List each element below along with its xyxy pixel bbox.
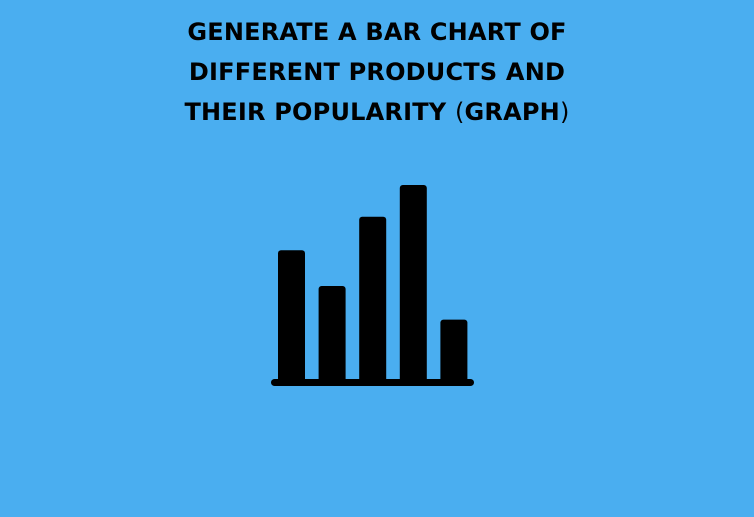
title-paren-word: GRAPH [464,98,560,126]
bar-chart-icon-bars [278,185,468,383]
bar-chart-icon-bar-1 [278,250,305,383]
page-title: GENERATE A BAR CHART OF DIFFERENT PRODUC… [0,12,754,132]
bar-chart-icon-bar-3 [359,216,387,383]
title-paren-close: ) [559,98,570,126]
bar-chart-icon-baseline [271,379,474,386]
bar-chart-icon [271,185,474,386]
bar-chart-icon-bar-2 [318,286,346,383]
title-line-2: DIFFERENT PRODUCTS AND [188,58,566,86]
title-paren-open: ( [454,98,465,126]
bar-chart-icon-bar-5 [440,319,468,383]
title-line-1: GENERATE A BAR CHART OF [187,18,567,46]
title-line-3: THEIR POPULARITY (GRAPH) [0,92,754,132]
bar-chart-icon-bar-4 [399,185,427,383]
title-line-3-text: THEIR POPULARITY [184,98,455,126]
